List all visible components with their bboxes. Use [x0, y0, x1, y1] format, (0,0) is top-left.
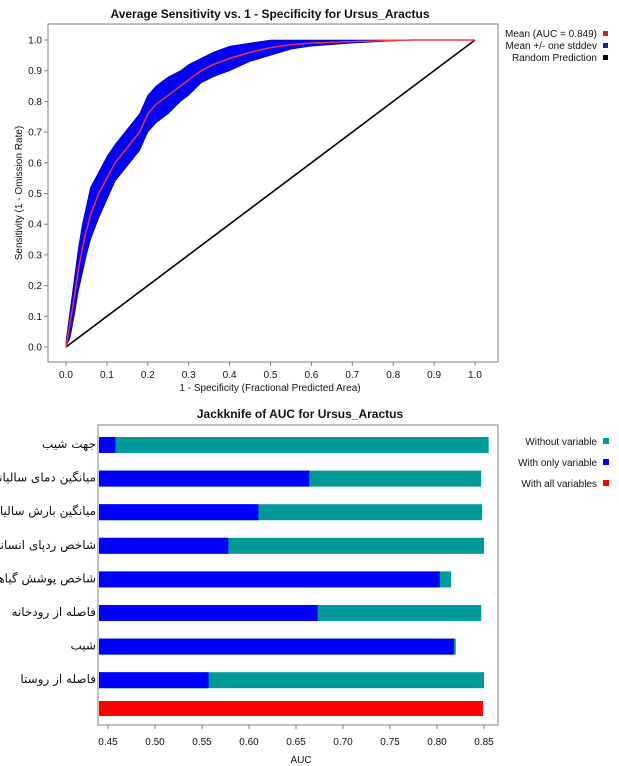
- jackknife-chart-title: Jackknife of AUC for Ursus_Aractus: [197, 407, 404, 421]
- roc-y-tick-label: 0.2: [28, 281, 42, 292]
- with-only-variable-bar: [99, 470, 310, 487]
- roc-legend-label: Mean +/- one stddev: [506, 41, 597, 52]
- jackknife-x-tick-label: 0.50: [145, 737, 165, 748]
- roc-legend-label: Mean (AUC = 0.849): [505, 29, 597, 40]
- roc-y-axis-label: Sensitivity (1 - Omission Rate): [14, 126, 25, 260]
- roc-x-tick-label: 0.1: [100, 370, 114, 381]
- jackknife-legend: Without variable With only variable With a…: [518, 437, 609, 490]
- roc-y-tick-label: 0.4: [28, 220, 42, 231]
- roc-x-tick-label: 0.8: [386, 370, 400, 381]
- roc-chart-title: Average Sensitivity vs. 1 - Specificity …: [110, 7, 429, 21]
- roc-y-tick-label: 0.9: [28, 66, 42, 77]
- roc-y-tick-label: 0.3: [28, 250, 42, 261]
- roc-y-tick-label: 0.6: [28, 158, 42, 169]
- jackknife-legend-label: Without variable: [525, 437, 597, 448]
- jackknife-category-labels: جهت شیب میانگین دمای سالیانه میانگین بارش …: [0, 437, 96, 687]
- roc-x-ticks: 0.0 0.1 0.2 0.3 0.4 0.5 0.6 0.7 0.8 0.9 1.0: [59, 362, 482, 381]
- jackknife-x-tick-label: 0.70: [333, 737, 353, 748]
- jackknife-legend-label: With all variables: [521, 479, 597, 490]
- roc-series: [65, 39, 476, 348]
- jackknife-x-ticks: 0.45 0.50 0.55 0.60 0.65 0.70 0.75 0.80 0.85: [98, 725, 494, 748]
- jackknife-x-tick-label: 0.85: [474, 737, 494, 748]
- roc-x-axis-label: 1 - Specificity (Fractional Predicted Ar…: [179, 383, 360, 394]
- with-only-variable-bar: [99, 571, 440, 588]
- jackknife-category-label: میانگین بارش سالیانه: [0, 504, 96, 519]
- with-only-variable-bar: [99, 537, 229, 554]
- roc-random-line: [65, 39, 476, 348]
- roc-y-tick-label: 0.1: [28, 312, 42, 323]
- jackknife-chart: Jackknife of AUC for Ursus_Aractus جهت ش…: [0, 407, 609, 766]
- roc-y-tick-label: 0.7: [28, 128, 42, 139]
- jackknife-legend-label: With only variable: [518, 458, 597, 469]
- roc-x-tick-label: 0.7: [345, 370, 359, 381]
- roc-legend-swatch: [603, 43, 608, 48]
- jackknife-category-label: شاخص ردپای انسانی: [0, 538, 96, 553]
- jackknife-x-tick-label: 0.80: [427, 737, 447, 748]
- jackknife-category-label: شیب: [71, 639, 96, 653]
- jackknife-category-label: میانگین دمای سالیانه: [0, 471, 96, 486]
- roc-x-tick-label: 1.0: [468, 370, 482, 381]
- without-variable-bar: [99, 437, 489, 453]
- roc-plot-frame: [47, 23, 499, 363]
- roc-x-tick-label: 0.5: [264, 370, 278, 381]
- with-only-variable-bar: [99, 504, 259, 521]
- roc-legend-label: Random Prediction: [512, 53, 597, 64]
- roc-x-tick-label: 0.0: [59, 370, 73, 381]
- roc-legend-swatch: [603, 31, 608, 36]
- roc-x-tick-label: 0.6: [304, 370, 318, 381]
- with-only-variable-bar: [99, 638, 454, 655]
- roc-y-ticks: 0.0 0.1 0.2 0.3 0.4 0.5 0.6 0.7 0.8 0.9 1.0: [28, 36, 48, 354]
- jackknife-x-tick-label: 0.55: [192, 737, 212, 748]
- jackknife-plot-frame: [97, 424, 499, 726]
- jackknife-legend-swatch: [603, 459, 609, 465]
- jackknife-x-tick-label: 0.75: [380, 737, 400, 748]
- jackknife-category-label: فاصله از رودخانه: [11, 605, 96, 620]
- jackknife-x-tick-label: 0.60: [239, 737, 259, 748]
- roc-x-tick-label: 0.4: [223, 370, 237, 381]
- roc-y-tick-label: 0.5: [28, 189, 42, 200]
- jackknife-legend-swatch: [603, 438, 609, 444]
- roc-x-tick-label: 0.3: [182, 370, 196, 381]
- jackknife-x-axis-label: AUC: [290, 755, 311, 766]
- with-only-variable-bar: [99, 672, 209, 689]
- jackknife-category-label: فاصله از روستا: [20, 672, 96, 687]
- roc-legend: Mean (AUC = 0.849)Mean +/- one stddevRan…: [505, 29, 608, 64]
- jackknife-legend-swatch: [603, 480, 609, 486]
- jackknife-x-tick-label: 0.65: [286, 737, 306, 748]
- roc-x-tick-label: 0.2: [141, 370, 155, 381]
- roc-legend-swatch: [603, 55, 608, 60]
- roc-y-tick-label: 1.0: [28, 36, 42, 47]
- jackknife-category-label: جهت شیب: [42, 437, 96, 451]
- roc-y-tick-label: 0.0: [28, 343, 42, 354]
- roc-chart: Average Sensitivity vs. 1 - Specificity …: [14, 7, 608, 394]
- roc-x-tick-label: 0.9: [427, 370, 441, 381]
- with-only-variable-bar: [99, 437, 116, 453]
- with-only-variable-bar: [99, 605, 318, 621]
- jackknife-x-tick-label: 0.45: [98, 737, 118, 748]
- jackknife-bars: [99, 437, 489, 716]
- jackknife-category-label: شاخص پوشش گیاهی: [0, 571, 96, 586]
- with-all-variables-bar: [99, 701, 484, 716]
- roc-y-tick-label: 0.8: [28, 97, 42, 108]
- roc-mean-line: [65, 39, 475, 348]
